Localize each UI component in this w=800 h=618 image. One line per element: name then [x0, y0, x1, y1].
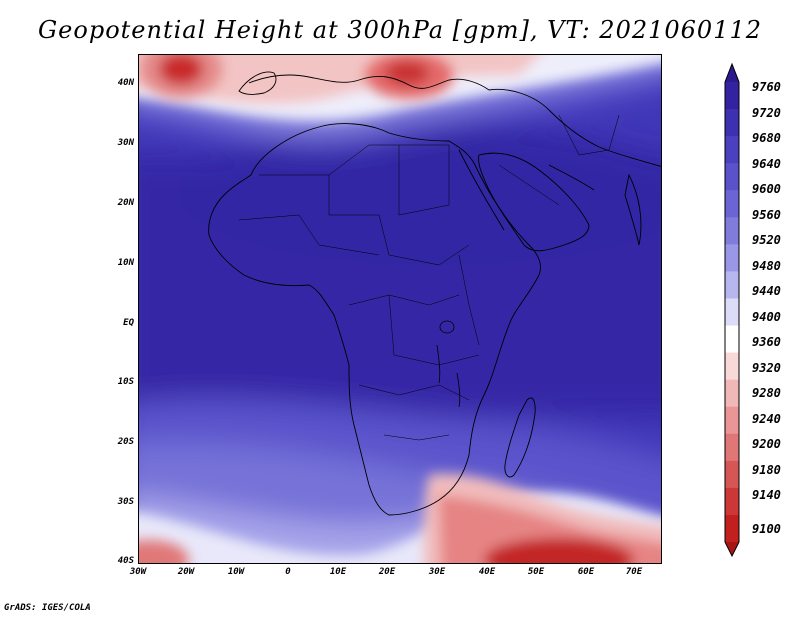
- colorbar-cell: [725, 487, 739, 516]
- lon-label-10e: 10E: [329, 567, 347, 577]
- asia-coastline: [488, 88, 661, 167]
- trough-mediterranean-core: [385, 61, 429, 85]
- lon-label-70e: 70E: [625, 567, 643, 577]
- border-central-2: [388, 294, 480, 366]
- border-arabia-1: [498, 164, 560, 206]
- colorbar-cell: [725, 190, 739, 218]
- border-asia-1: [558, 114, 620, 156]
- colorbar-label-9640: 9640: [752, 157, 781, 171]
- colorbar-cell: [725, 163, 739, 191]
- border-sahara-3: [398, 144, 450, 216]
- lon-label-10w: 10W: [227, 567, 245, 577]
- lake-victoria: [439, 320, 455, 334]
- colorbar-label-9560: 9560: [752, 208, 781, 222]
- colorbar-cell: [725, 244, 739, 272]
- colorbar-cell: [725, 82, 739, 110]
- lakes: [436, 320, 461, 408]
- map-plot-area: [138, 54, 662, 564]
- country-borders: [238, 114, 620, 441]
- colorbar-outline: [724, 62, 740, 558]
- lat-label-20n: 20N: [117, 198, 134, 208]
- lat-label-30n: 30N: [117, 138, 134, 148]
- colorbar-cell: [725, 542, 739, 556]
- lake-malawi: [456, 372, 461, 408]
- colorbar-cell: [725, 514, 739, 543]
- colorbar-label-9100: 9100: [752, 522, 781, 536]
- trough-southwest: [139, 540, 189, 563]
- border-south-1: [358, 384, 470, 401]
- colorbar-cell: [725, 217, 739, 245]
- colorbar-label-9360: 9360: [752, 335, 781, 349]
- lat-label-10s: 10S: [117, 377, 134, 387]
- colorbar-label-9140: 9140: [752, 488, 781, 502]
- colorbar-cell: [725, 298, 739, 327]
- lat-label-40s: 40S: [117, 556, 134, 566]
- border-central-1: [348, 294, 460, 306]
- lon-label-20w: 20W: [177, 567, 195, 577]
- colorbar-cells: [725, 64, 739, 556]
- colorbar-cell: [725, 433, 739, 462]
- border-east-1: [458, 254, 480, 346]
- colorbar-label-9280: 9280: [752, 386, 781, 400]
- border-south-2: [383, 434, 450, 441]
- colorbar-label-9400: 9400: [752, 310, 781, 324]
- colorbar-cell: [725, 109, 739, 137]
- trough-northwest-core: [159, 55, 203, 85]
- persian-gulf: [548, 164, 595, 191]
- lon-label-30e: 30E: [428, 567, 446, 577]
- colorbar-label-9200: 9200: [752, 437, 781, 451]
- lake-tanganyika: [436, 344, 441, 384]
- colorbar-label-9180: 9180: [752, 463, 781, 477]
- colorbar-cell: [725, 379, 739, 408]
- colorbar-label-9600: 9600: [752, 182, 781, 196]
- trough-south-east-core: [484, 538, 634, 563]
- lon-label-30w: 30W: [129, 567, 147, 577]
- colorbar-cell: [725, 136, 739, 164]
- lat-label-40n: 40N: [117, 78, 134, 88]
- map-title: Geopotential Height at 300hPa [gpm], VT:…: [38, 16, 762, 44]
- lat-label-30s: 30S: [117, 497, 134, 507]
- border-sahel-2: [378, 214, 470, 266]
- colorbar-cell: [725, 460, 739, 489]
- border-sahara-1: [259, 174, 379, 216]
- colorbar-label-9720: 9720: [752, 106, 781, 120]
- africa-coastline: [208, 123, 541, 516]
- colorbar-label-9320: 9320: [752, 361, 781, 375]
- india-coastline: [624, 173, 642, 246]
- iberia-coastline: [238, 71, 277, 95]
- field-core-north: [179, 125, 661, 265]
- colorbar-cell: [725, 352, 739, 381]
- red-sea: [458, 149, 505, 231]
- colorbar: [724, 62, 740, 558]
- lon-label-40e: 40E: [478, 567, 496, 577]
- colorbar-label-9760: 9760: [752, 80, 781, 94]
- lon-label-50e: 50E: [527, 567, 545, 577]
- colorbar-label-9680: 9680: [752, 131, 781, 145]
- arabia-coastline: [478, 152, 590, 252]
- colorbar-label-9240: 9240: [752, 412, 781, 426]
- colorbar-label-9440: 9440: [752, 284, 781, 298]
- colorbar-label-9520: 9520: [752, 233, 781, 247]
- lat-label-10n: 10N: [117, 258, 134, 268]
- lat-label-eq: EQ: [123, 318, 134, 328]
- grads-credit: GrADS: IGES/COLA: [4, 603, 91, 613]
- madagascar-coastline: [504, 397, 536, 478]
- lat-label-20s: 20S: [117, 437, 134, 447]
- coastlines: [208, 71, 661, 516]
- lon-label-20e: 20E: [378, 567, 396, 577]
- colorbar-cell: [725, 64, 739, 82]
- lon-label-0: 0: [285, 567, 291, 577]
- geopotential-field: [139, 55, 661, 563]
- colorbar-cell: [725, 271, 739, 299]
- border-sahara-2: [328, 144, 400, 215]
- lon-label-60e: 60E: [577, 567, 595, 577]
- colorbar-cell: [725, 325, 739, 354]
- colorbar-cell: [725, 406, 739, 435]
- europe-coastline: [248, 74, 490, 91]
- border-sahel-1: [238, 214, 380, 256]
- colorbar-label-9480: 9480: [752, 259, 781, 273]
